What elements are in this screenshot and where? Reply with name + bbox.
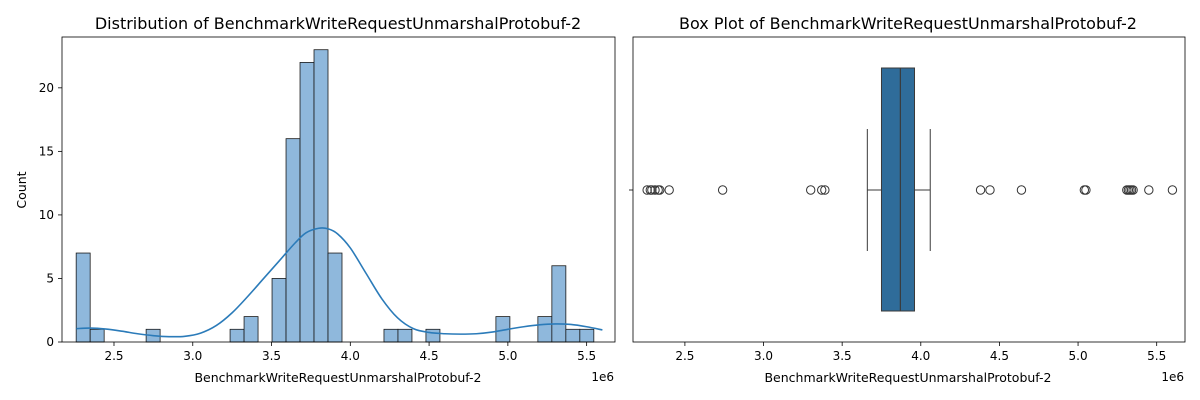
histogram-y-tick-label: 5 — [46, 271, 54, 285]
histogram-y-tick-label: 20 — [39, 81, 54, 95]
histogram-bar — [313, 49, 329, 343]
boxplot-x-tick-label: 4.0 — [911, 349, 930, 363]
outlier-point — [650, 185, 660, 195]
histogram-y-label: Count — [14, 171, 29, 208]
outlier-point — [975, 185, 986, 195]
histogram-bar — [383, 328, 399, 343]
histogram-bar — [397, 328, 413, 343]
boxplot-x-offset: 1e6 — [1161, 370, 1184, 384]
histogram-plot-frame — [61, 36, 616, 343]
histogram-x-tick-label: 4.0 — [341, 349, 360, 363]
interquartile-box — [880, 67, 916, 312]
boxplot-title: Box Plot of BenchmarkWriteRequestUnmarsh… — [679, 14, 1137, 33]
outlier-point — [820, 185, 830, 195]
histogram-bar — [243, 316, 259, 343]
histogram-bar — [89, 328, 105, 343]
histogram-x-tick-label: 4.5 — [420, 349, 439, 363]
outlier-point — [642, 185, 652, 195]
outlier-point — [985, 185, 995, 195]
histogram-bar — [229, 328, 245, 343]
outlier-point — [1167, 185, 1178, 195]
boxplot-x-tick-label: 2.5 — [675, 349, 694, 363]
boxplot-x-tick-label: 5.0 — [1069, 349, 1088, 363]
histogram-title: Distribution of BenchmarkWriteRequestUnm… — [95, 14, 581, 33]
histogram-x-tick-label: 5.5 — [577, 349, 596, 363]
histogram-bar — [537, 316, 553, 343]
boxplot-chart: Box Plot of BenchmarkWriteRequestUnmarsh… — [629, 14, 1186, 385]
histogram-x-offset: 1e6 — [591, 370, 614, 384]
histogram-x-tick-label: 5.0 — [498, 349, 517, 363]
histogram-bar — [327, 252, 343, 343]
outlier-point — [1016, 185, 1027, 195]
histogram-y-ticks: 0 5 10 15 20 — [39, 81, 62, 349]
histogram-x-ticks: 2.5 3.0 3.5 4.0 4.5 5.0 5.5 — [104, 342, 596, 363]
boxplot-x-tick-label: 4.5 — [990, 349, 1009, 363]
outlier-point — [806, 185, 816, 195]
histogram-x-tick-label: 3.5 — [262, 349, 281, 363]
outlier-point — [664, 185, 674, 195]
histogram-bar — [425, 328, 441, 343]
histogram-x-tick-label: 3.0 — [183, 349, 202, 363]
histogram-bar — [579, 328, 595, 343]
histogram-bar — [551, 265, 567, 343]
histogram-x-tick-label: 2.5 — [104, 349, 123, 363]
boxplot-body — [642, 67, 1178, 312]
boxplot-x-tick-label: 3.5 — [833, 349, 852, 363]
histogram-y-tick-label: 15 — [39, 144, 54, 158]
outlier-point — [1144, 185, 1154, 195]
kde-curve — [76, 227, 603, 338]
boxplot-x-ticks: 2.5 3.0 3.5 4.0 4.5 5.0 5.5 — [675, 342, 1166, 363]
boxplot-x-label: BenchmarkWriteRequestUnmarshalProtobuf-2 — [764, 370, 1051, 385]
histogram-bars — [75, 49, 595, 343]
histogram-y-tick-label: 10 — [39, 208, 54, 222]
outlier-point — [1081, 185, 1091, 195]
histogram-x-label: BenchmarkWriteRequestUnmarshalProtobuf-2 — [194, 370, 481, 385]
outlier-point — [817, 185, 827, 195]
boxplot-x-tick-label: 3.0 — [754, 349, 773, 363]
outlier-point — [717, 185, 728, 195]
outlier-point — [647, 185, 657, 195]
histogram-bar — [271, 278, 287, 343]
histogram-y-tick-label: 0 — [46, 335, 54, 349]
histogram-bar — [565, 328, 581, 343]
histogram-bar — [299, 62, 315, 343]
outlier-point — [655, 185, 665, 195]
histogram-chart: Distribution of BenchmarkWriteRequestUnm… — [14, 14, 616, 385]
boxplot-plot-frame — [632, 36, 1186, 343]
boxplot-x-tick-label: 5.5 — [1147, 349, 1166, 363]
outlier-point — [1128, 185, 1138, 195]
